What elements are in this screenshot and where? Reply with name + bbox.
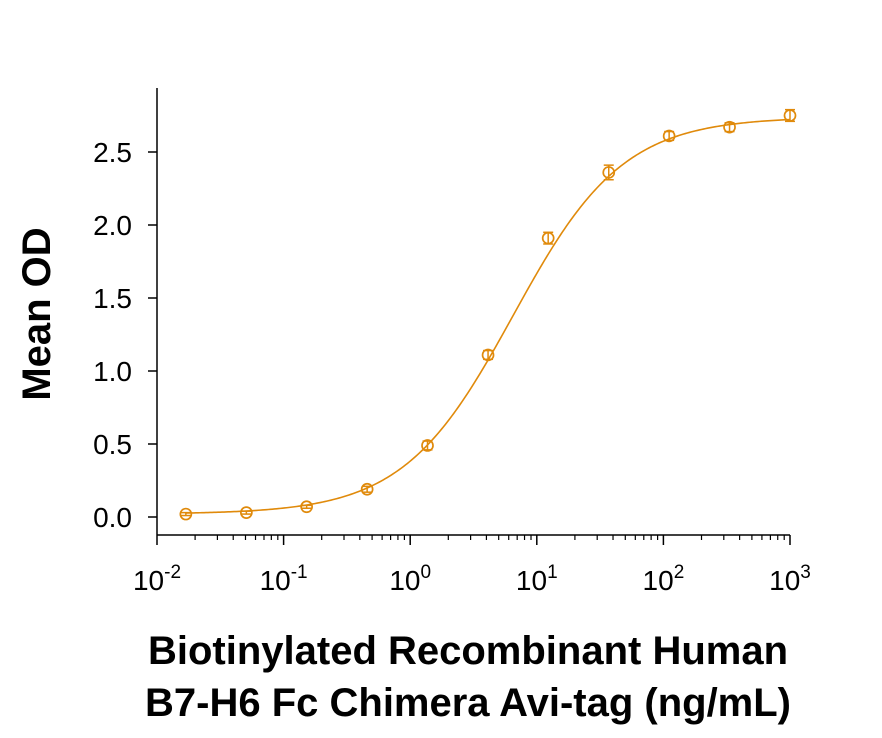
point-marker xyxy=(421,439,434,452)
fit-curve xyxy=(185,118,791,514)
point-marker xyxy=(783,109,797,122)
y-tick-label: 0.0 xyxy=(93,502,132,533)
data-point xyxy=(723,120,736,134)
x-tick-label: 10-2 xyxy=(133,562,181,596)
point-marker xyxy=(300,500,313,514)
x-axis-title-line-1: Biotinylated Recombinant Human xyxy=(148,629,788,673)
y-axis-title: Mean OD xyxy=(15,227,59,400)
x-tick-label: 102 xyxy=(643,562,685,596)
point-marker xyxy=(723,120,736,134)
data-point xyxy=(421,439,434,452)
point-marker xyxy=(179,507,193,521)
axes: 0.0 0.5 1.0 1.5 2.0 2.5 10-2 10-1 100 101 102 103 xyxy=(93,88,811,596)
data-point xyxy=(602,164,616,181)
y-tick-label: 1.0 xyxy=(93,356,132,387)
y-tick-label: 2.0 xyxy=(93,210,132,241)
point-marker xyxy=(602,166,616,179)
y-tick-label: 2.5 xyxy=(93,137,132,168)
data-point xyxy=(240,506,253,519)
point-marker xyxy=(240,506,253,519)
data-point xyxy=(662,129,676,143)
x-tick-label: 103 xyxy=(769,562,811,596)
y-tick-label: 0.5 xyxy=(93,429,132,460)
data-points-layer xyxy=(179,108,797,521)
data-point xyxy=(783,108,797,123)
data-point xyxy=(481,348,495,362)
x-tick-label: 10-1 xyxy=(260,562,308,596)
data-point xyxy=(360,482,374,496)
point-marker xyxy=(541,231,555,245)
data-point xyxy=(541,231,555,245)
x-tick-label: 101 xyxy=(516,562,558,596)
x-axis-title-line-2: B7-H6 Fc Chimera Avi-tag (ng/mL) xyxy=(145,681,791,725)
point-marker xyxy=(481,348,495,362)
point-marker xyxy=(360,482,374,496)
data-point xyxy=(179,507,193,521)
x-tick-label: 100 xyxy=(389,562,431,596)
point-marker xyxy=(662,129,676,143)
y-tick-label: 1.5 xyxy=(93,283,132,314)
fit-curve-layer xyxy=(185,118,791,514)
data-point xyxy=(300,500,313,514)
